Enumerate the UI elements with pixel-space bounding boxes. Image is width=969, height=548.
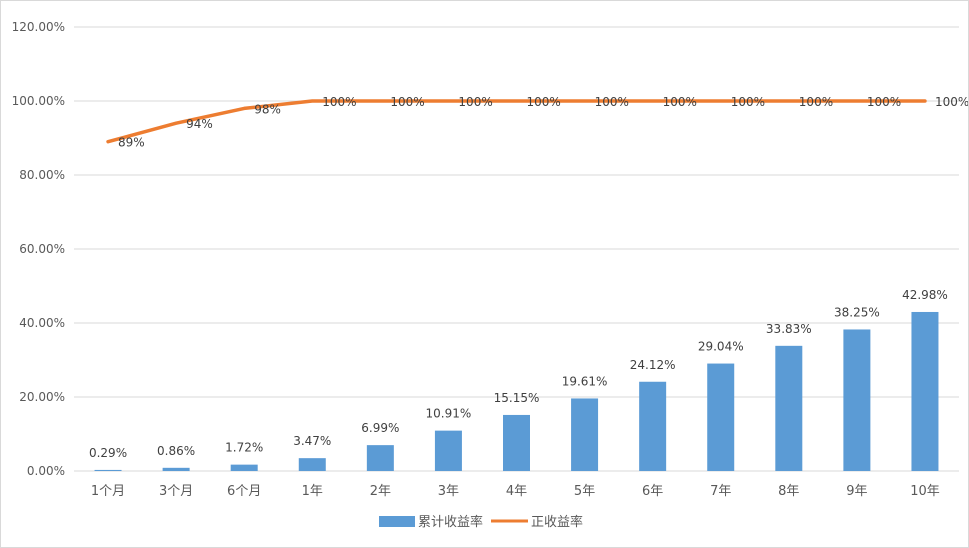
y-tick-label: 0.00% [27, 464, 65, 478]
bar-value-label: 15.15% [494, 391, 540, 405]
y-tick-label: 20.00% [19, 390, 65, 404]
line-value-label: 100% [731, 95, 765, 109]
y-axis-ticks: 0.00% 20.00% 40.00% 60.00% 80.00% 100.00% 120.… [12, 20, 65, 478]
bar-series [94, 311, 939, 471]
x-tick-label: 4年 [506, 484, 527, 499]
line-value-label: 100% [663, 95, 697, 109]
line-data-labels: 89% 94% 98% 100% 100% 100% 100% 100% 100% 100% 100… [118, 95, 968, 150]
bar-value-label: 10.91% [426, 407, 472, 421]
bar-data-labels: 0.29% 0.86% 1.72% 3.47% 6.99% 10.91% 15.15% 19.… [89, 288, 948, 460]
line-value-label: 100% [595, 95, 629, 109]
line-value-label: 100% [390, 95, 424, 109]
legend-line-label: 正收益率 [531, 514, 583, 530]
bar-value-label: 0.29% [89, 446, 127, 460]
line-path [106, 99, 927, 144]
bar [571, 398, 599, 471]
bar [911, 311, 939, 471]
legend-bar-label: 累计收益率 [418, 514, 483, 530]
line-value-label: 100% [799, 95, 833, 109]
y-tick-label: 60.00% [19, 242, 65, 256]
line-value-label: 100% [867, 95, 901, 109]
bar-value-label: 24.12% [630, 358, 676, 372]
y-tick-label: 100.00% [12, 94, 65, 108]
bar-value-label: 42.98% [902, 288, 948, 302]
bar [707, 363, 735, 471]
y-tick-label: 80.00% [19, 168, 65, 182]
legend-bar-swatch [379, 516, 415, 527]
x-tick-label: 3年 [438, 484, 459, 499]
x-tick-label: 6个月 [227, 484, 261, 499]
bar [843, 329, 871, 471]
line-value-label: 94% [186, 117, 213, 131]
bar-value-label: 6.99% [361, 421, 399, 435]
bar [503, 414, 530, 471]
line-value-label: 98% [254, 102, 281, 116]
x-axis-ticks: 1个月 3个月 6个月 1年 2年 3年 4年 5年 6年 7年 8年 9年 10年 [91, 484, 940, 499]
line-value-label: 89% [118, 136, 145, 150]
bar [434, 430, 462, 471]
bar-value-label: 33.83% [766, 322, 812, 336]
line-series [106, 99, 927, 144]
bar [775, 345, 803, 471]
x-tick-label: 9年 [846, 484, 867, 499]
bar-value-label: 19.61% [562, 374, 608, 388]
bar-value-label: 0.86% [157, 444, 195, 458]
bar [366, 445, 394, 471]
y-tick-label: 40.00% [19, 316, 65, 330]
legend: 累计收益率 正收益率 [379, 514, 583, 530]
x-tick-label: 10年 [910, 484, 940, 499]
line-value-label: 100% [322, 95, 356, 109]
x-tick-label: 8年 [778, 484, 799, 499]
bar-value-label: 38.25% [834, 305, 880, 319]
bar [94, 469, 122, 471]
x-tick-label: 5年 [574, 484, 595, 499]
x-tick-label: 1个月 [91, 484, 125, 499]
line-value-label: 100% [458, 95, 492, 109]
bar [639, 381, 667, 471]
x-tick-label: 7年 [710, 484, 731, 499]
y-tick-label: 120.00% [12, 20, 65, 34]
bar-value-label: 29.04% [698, 340, 744, 354]
x-tick-label: 2年 [370, 484, 391, 499]
line-value-label: 100% [527, 95, 561, 109]
bar-value-label: 3.47% [293, 434, 331, 448]
x-tick-label: 1年 [302, 484, 323, 499]
bar [230, 464, 258, 471]
bar-value-label: 1.72% [225, 441, 263, 455]
bar [298, 458, 326, 471]
line-value-label: 100% [935, 95, 968, 109]
bar [162, 467, 190, 471]
x-tick-label: 6年 [642, 484, 663, 499]
x-tick-label: 3个月 [159, 484, 193, 499]
